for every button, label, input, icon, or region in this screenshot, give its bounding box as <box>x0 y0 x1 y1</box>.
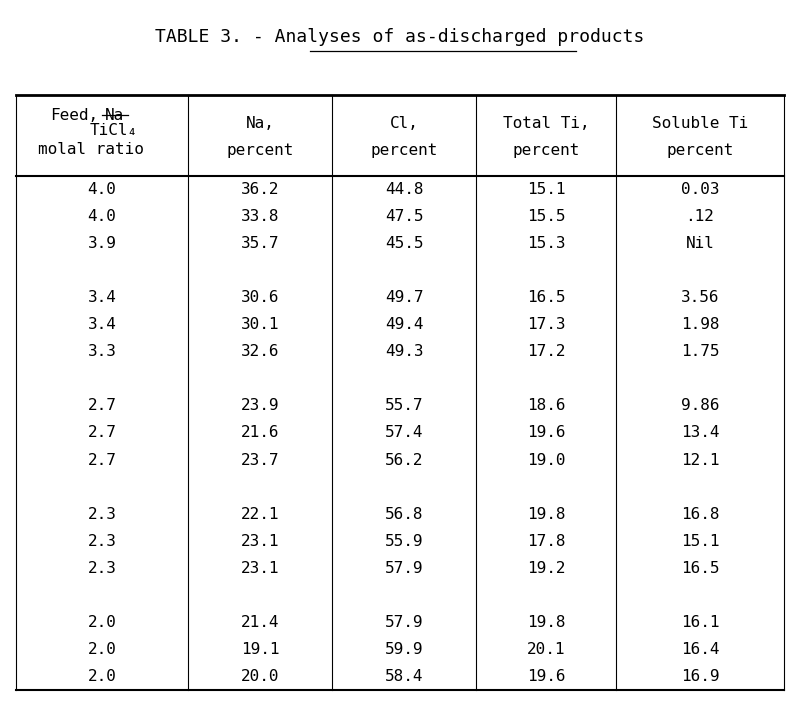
Text: 21.6: 21.6 <box>241 425 279 441</box>
Text: 16.8: 16.8 <box>681 507 719 522</box>
Text: 19.0: 19.0 <box>526 453 566 467</box>
Text: 17.8: 17.8 <box>526 534 566 548</box>
Text: 19.2: 19.2 <box>526 560 566 576</box>
Text: 21.4: 21.4 <box>241 615 279 630</box>
Text: 15.3: 15.3 <box>526 236 566 251</box>
Text: Total Ti,: Total Ti, <box>502 116 590 131</box>
Text: 3.4: 3.4 <box>87 290 117 306</box>
Text: 4.0: 4.0 <box>87 182 117 197</box>
Text: 57.4: 57.4 <box>385 425 423 441</box>
Text: Nil: Nil <box>686 236 714 251</box>
Text: 44.8: 44.8 <box>385 182 423 197</box>
Text: 23.1: 23.1 <box>241 560 279 576</box>
Text: 2.3: 2.3 <box>87 507 117 522</box>
Text: 3.4: 3.4 <box>87 318 117 332</box>
Text: 1.75: 1.75 <box>681 344 719 359</box>
Text: 47.5: 47.5 <box>385 209 423 224</box>
Text: Na: Na <box>104 108 124 122</box>
Text: 2.7: 2.7 <box>87 425 117 441</box>
Text: 3.9: 3.9 <box>87 236 117 251</box>
Text: 2.0: 2.0 <box>87 669 117 684</box>
Text: 59.9: 59.9 <box>385 642 423 657</box>
Text: Feed,: Feed, <box>50 108 98 122</box>
Text: 2.3: 2.3 <box>87 534 117 548</box>
Text: TABLE 3. - Analyses of as-discharged products: TABLE 3. - Analyses of as-discharged pro… <box>155 28 645 46</box>
Text: 23.7: 23.7 <box>241 453 279 467</box>
Text: 4.0: 4.0 <box>87 209 117 224</box>
Text: 32.6: 32.6 <box>241 344 279 359</box>
Text: 16.1: 16.1 <box>681 615 719 630</box>
Text: 2.0: 2.0 <box>87 615 117 630</box>
Text: 2.7: 2.7 <box>87 398 117 413</box>
Text: 57.9: 57.9 <box>385 615 423 630</box>
Text: 56.2: 56.2 <box>385 453 423 467</box>
Text: 20.0: 20.0 <box>241 669 279 684</box>
Text: percent: percent <box>370 143 438 158</box>
Text: 16.5: 16.5 <box>526 290 566 306</box>
Text: 57.9: 57.9 <box>385 560 423 576</box>
Text: Na,: Na, <box>246 116 274 131</box>
Text: 30.1: 30.1 <box>241 318 279 332</box>
Text: percent: percent <box>226 143 294 158</box>
Text: 16.9: 16.9 <box>681 669 719 684</box>
Text: 16.5: 16.5 <box>681 560 719 576</box>
Text: 49.4: 49.4 <box>385 318 423 332</box>
Text: percent: percent <box>512 143 580 158</box>
Text: 17.2: 17.2 <box>526 344 566 359</box>
Text: 22.1: 22.1 <box>241 507 279 522</box>
Text: 15.1: 15.1 <box>681 534 719 548</box>
Text: Soluble Ti: Soluble Ti <box>652 116 748 131</box>
Text: 3.3: 3.3 <box>87 344 117 359</box>
Text: 58.4: 58.4 <box>385 669 423 684</box>
Text: 15.1: 15.1 <box>526 182 566 197</box>
Text: Cl,: Cl, <box>390 116 418 131</box>
Text: 35.7: 35.7 <box>241 236 279 251</box>
Text: 55.7: 55.7 <box>385 398 423 413</box>
Text: 20.1: 20.1 <box>526 642 566 657</box>
Text: 13.4: 13.4 <box>681 425 719 441</box>
Text: 36.2: 36.2 <box>241 182 279 197</box>
Text: 2.7: 2.7 <box>87 453 117 467</box>
Text: TiCl₄: TiCl₄ <box>90 123 138 138</box>
Text: 3.56: 3.56 <box>681 290 719 306</box>
Text: 55.9: 55.9 <box>385 534 423 548</box>
Text: 12.1: 12.1 <box>681 453 719 467</box>
Text: 23.9: 23.9 <box>241 398 279 413</box>
Text: 19.8: 19.8 <box>526 615 566 630</box>
Text: 45.5: 45.5 <box>385 236 423 251</box>
Text: 2.3: 2.3 <box>87 560 117 576</box>
Text: 19.6: 19.6 <box>526 669 566 684</box>
Text: 15.5: 15.5 <box>526 209 566 224</box>
Text: 49.7: 49.7 <box>385 290 423 306</box>
Text: 56.8: 56.8 <box>385 507 423 522</box>
Text: 17.3: 17.3 <box>526 318 566 332</box>
Text: molal ratio: molal ratio <box>38 142 144 156</box>
Text: 0.03: 0.03 <box>681 182 719 197</box>
Text: 33.8: 33.8 <box>241 209 279 224</box>
Text: 1.98: 1.98 <box>681 318 719 332</box>
Text: 23.1: 23.1 <box>241 534 279 548</box>
Text: .12: .12 <box>686 209 714 224</box>
Text: 49.3: 49.3 <box>385 344 423 359</box>
Text: 19.1: 19.1 <box>241 642 279 657</box>
Text: 9.86: 9.86 <box>681 398 719 413</box>
Text: 19.6: 19.6 <box>526 425 566 441</box>
Text: 18.6: 18.6 <box>526 398 566 413</box>
Text: 16.4: 16.4 <box>681 642 719 657</box>
Text: 19.8: 19.8 <box>526 507 566 522</box>
Text: percent: percent <box>666 143 734 158</box>
Text: 2.0: 2.0 <box>87 642 117 657</box>
Text: 30.6: 30.6 <box>241 290 279 306</box>
